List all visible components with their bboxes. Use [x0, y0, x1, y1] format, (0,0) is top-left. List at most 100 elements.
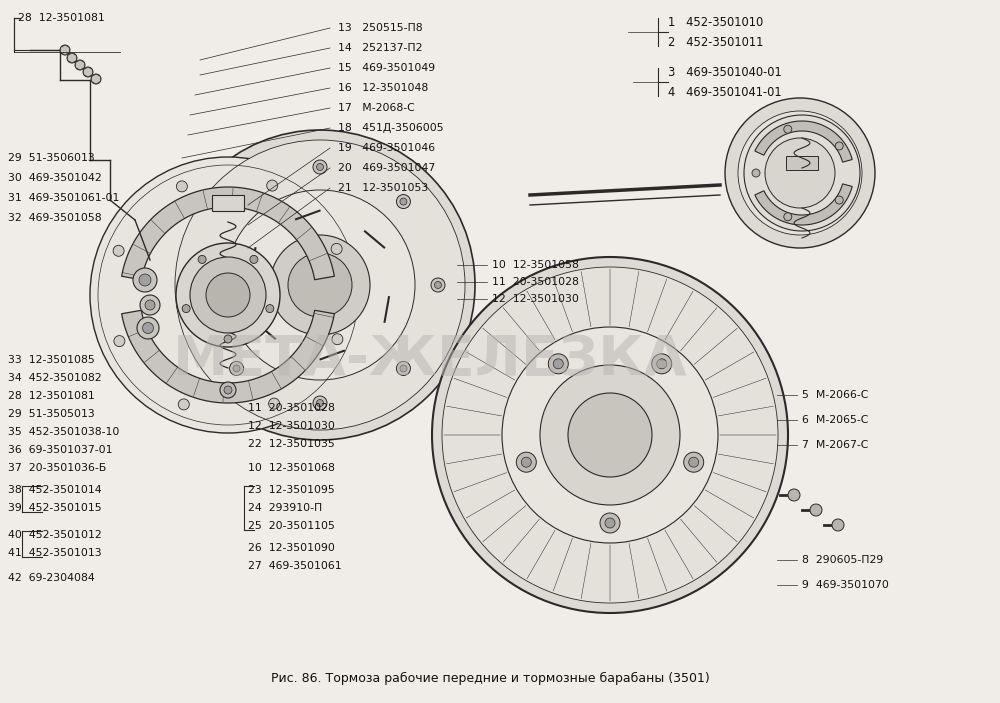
Text: 27  469-3501061: 27 469-3501061	[248, 561, 342, 571]
Circle shape	[600, 513, 620, 533]
Circle shape	[810, 504, 822, 516]
Text: 31  469-3501061-01: 31 469-3501061-01	[8, 193, 119, 203]
Text: 1   452-3501010: 1 452-3501010	[668, 15, 763, 29]
Polygon shape	[61, 45, 69, 55]
Circle shape	[605, 518, 615, 528]
Circle shape	[198, 255, 206, 264]
Circle shape	[182, 304, 190, 313]
Circle shape	[832, 519, 844, 531]
Circle shape	[540, 365, 680, 505]
Text: 36  69-3501037-01: 36 69-3501037-01	[8, 445, 112, 455]
Text: 28  12-3501081: 28 12-3501081	[8, 391, 95, 401]
Circle shape	[689, 457, 699, 467]
Circle shape	[752, 169, 760, 177]
Circle shape	[139, 274, 151, 286]
Text: 40  452-3501012: 40 452-3501012	[8, 530, 102, 540]
Text: 28  12-3501081: 28 12-3501081	[18, 13, 105, 23]
Circle shape	[178, 399, 189, 410]
Text: 30  469-3501042: 30 469-3501042	[8, 173, 102, 183]
Circle shape	[233, 365, 240, 372]
Circle shape	[267, 180, 278, 191]
Circle shape	[744, 115, 860, 231]
Text: 18   451Д-3506005: 18 451Д-3506005	[338, 123, 444, 133]
Text: 2   452-3501011: 2 452-3501011	[668, 35, 763, 49]
Text: 29  51-3505013: 29 51-3505013	[8, 409, 95, 419]
Text: 16   12-3501048: 16 12-3501048	[338, 83, 428, 93]
Text: МЕТА-ЖЕЛЕЗКА: МЕТА-ЖЕЛЕЗКА	[173, 333, 687, 387]
Circle shape	[396, 195, 410, 209]
Polygon shape	[76, 60, 84, 70]
Text: 9  469-3501070: 9 469-3501070	[802, 580, 889, 590]
Circle shape	[198, 281, 206, 288]
Circle shape	[176, 181, 187, 192]
Polygon shape	[122, 187, 334, 280]
Circle shape	[548, 354, 568, 374]
Circle shape	[230, 195, 244, 209]
Circle shape	[765, 138, 835, 208]
Text: 38  452-3501014: 38 452-3501014	[8, 485, 102, 495]
Circle shape	[784, 213, 792, 221]
Circle shape	[224, 335, 232, 343]
Text: 3   469-3501040-01: 3 469-3501040-01	[668, 65, 782, 79]
Circle shape	[143, 323, 154, 333]
Polygon shape	[122, 310, 334, 403]
Circle shape	[137, 317, 159, 339]
Circle shape	[553, 359, 563, 369]
Circle shape	[165, 130, 475, 440]
Text: 6  М-2065-С: 6 М-2065-С	[802, 415, 868, 425]
Circle shape	[206, 273, 250, 317]
Circle shape	[835, 196, 843, 204]
Text: Рис. 86. Тормоза рабочие передние и тормозные барабаны (3501): Рис. 86. Тормоза рабочие передние и торм…	[271, 671, 709, 685]
Bar	[212, 195, 244, 211]
Circle shape	[60, 45, 70, 55]
Text: 41  452-3501013: 41 452-3501013	[8, 548, 102, 558]
Text: 12  12-3501030: 12 12-3501030	[248, 421, 335, 431]
Circle shape	[568, 393, 652, 477]
Text: 25  20-3501105: 25 20-3501105	[248, 521, 335, 531]
Circle shape	[331, 243, 342, 254]
Polygon shape	[92, 74, 100, 84]
Circle shape	[140, 295, 160, 315]
Circle shape	[176, 243, 280, 347]
Circle shape	[400, 365, 407, 372]
Circle shape	[133, 268, 157, 292]
Circle shape	[90, 157, 366, 433]
Text: 32  469-3501058: 32 469-3501058	[8, 213, 102, 223]
Text: 7  М-2067-С: 7 М-2067-С	[802, 440, 868, 450]
Text: 29  51-3506013: 29 51-3506013	[8, 153, 95, 163]
Text: 26  12-3501090: 26 12-3501090	[248, 543, 335, 553]
Circle shape	[396, 361, 410, 375]
Text: 23  12-3501095: 23 12-3501095	[248, 485, 335, 495]
Circle shape	[316, 164, 324, 171]
Text: 4   469-3501041-01: 4 469-3501041-01	[668, 86, 782, 98]
Circle shape	[657, 359, 667, 369]
Text: 42  69-2304084: 42 69-2304084	[8, 573, 95, 583]
Circle shape	[332, 334, 343, 344]
Circle shape	[145, 300, 155, 310]
Text: 10  12-3501058: 10 12-3501058	[492, 260, 579, 270]
Circle shape	[442, 267, 778, 603]
Polygon shape	[84, 67, 92, 77]
Text: 10  12-3501068: 10 12-3501068	[248, 463, 335, 473]
Text: 12  12-3501030: 12 12-3501030	[492, 294, 579, 304]
Circle shape	[225, 190, 415, 380]
Circle shape	[113, 245, 124, 257]
Circle shape	[270, 235, 370, 335]
Circle shape	[788, 489, 800, 501]
Circle shape	[114, 335, 125, 347]
Text: 13   250515-П8: 13 250515-П8	[338, 23, 423, 33]
Circle shape	[269, 398, 280, 409]
Circle shape	[400, 198, 407, 205]
Polygon shape	[68, 53, 76, 63]
Text: 33  12-3501085: 33 12-3501085	[8, 355, 95, 365]
Text: 21   12-3501053: 21 12-3501053	[338, 183, 428, 193]
Text: 22  12-3501035: 22 12-3501035	[248, 439, 335, 449]
Circle shape	[220, 382, 236, 398]
Text: 15   469-3501049: 15 469-3501049	[338, 63, 435, 73]
Circle shape	[784, 125, 792, 134]
Circle shape	[652, 354, 672, 374]
Circle shape	[313, 160, 327, 174]
Circle shape	[313, 396, 327, 410]
Circle shape	[75, 60, 85, 70]
Circle shape	[195, 278, 209, 292]
